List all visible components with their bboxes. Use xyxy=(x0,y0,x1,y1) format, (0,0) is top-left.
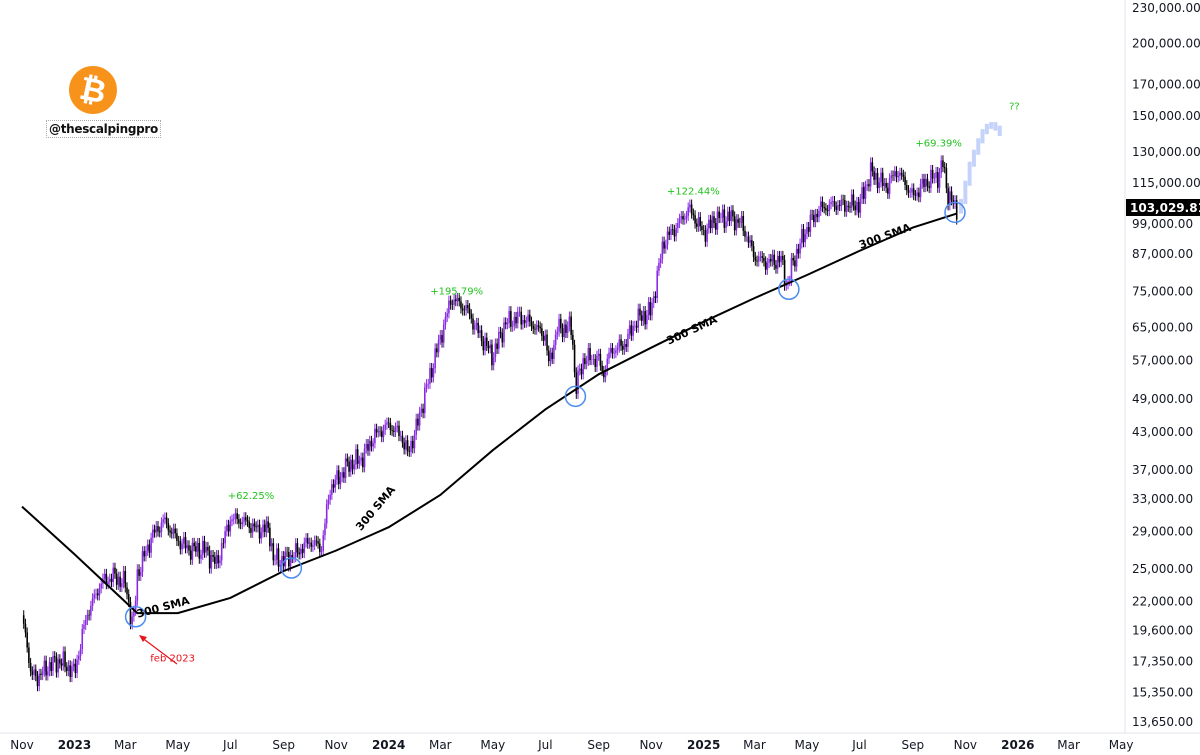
bitcoin-logo-icon: ₿ xyxy=(64,61,122,119)
x-tick-label: Jul xyxy=(851,738,866,752)
y-tick-label: 230,000.00 xyxy=(1132,1,1200,15)
projection-bar xyxy=(971,149,976,167)
y-tick-label: 170,000.00 xyxy=(1132,77,1200,91)
sma-touch-circle xyxy=(564,385,587,408)
last-price-badge: 103,029.81 xyxy=(1126,199,1200,216)
x-tick-label: Nov xyxy=(954,738,977,752)
y-tick-label: 75,000.00 xyxy=(1132,284,1193,298)
x-tick-label: Sep xyxy=(272,738,295,752)
y-tick-label: 33,000.00 xyxy=(1132,492,1193,506)
x-tick-label: 2026 xyxy=(1001,738,1034,752)
sma-label: 300 SMA xyxy=(135,594,191,621)
y-tick-label: 65,000.00 xyxy=(1132,320,1193,334)
y-tick-label: 49,000.00 xyxy=(1132,392,1193,406)
annotation-label: +62.25% xyxy=(228,491,275,502)
watermark-handle: @thescalpingpro xyxy=(46,120,161,138)
projection-bar xyxy=(976,138,981,155)
projection-bar xyxy=(993,122,998,131)
arrow-head-icon xyxy=(139,635,147,642)
y-tick-label: 13,650.00 xyxy=(1132,715,1193,729)
sma-touch-circle xyxy=(778,278,800,301)
y-tick-label: 87,000.00 xyxy=(1132,247,1193,261)
annotation-label: feb 2023 xyxy=(150,653,195,664)
projection-bar xyxy=(963,180,968,204)
projection-bar xyxy=(967,161,972,186)
time-axis[interactable]: Nov 2023 Mar May Jul Sep Nov 2024 Mar May Jul Sep No… xyxy=(10,738,1133,752)
y-tick-label: 115,000.00 xyxy=(1132,176,1200,190)
y-tick-label: 37,000.00 xyxy=(1132,463,1193,477)
projection-bar xyxy=(997,125,1002,137)
x-tick-label: Mar xyxy=(114,738,137,752)
annotation-label: +195.79% xyxy=(430,287,483,298)
annotation-label: +122.44% xyxy=(667,186,720,197)
arrow-line xyxy=(140,636,178,665)
x-tick-label: Mar xyxy=(743,738,766,752)
watermark: ₿ @thescalpingpro xyxy=(46,61,196,138)
y-tick-label: 150,000.00 xyxy=(1132,109,1200,123)
last-price-label: 103,029.81 xyxy=(1130,201,1200,215)
x-tick-label: Nov xyxy=(10,738,33,752)
projection-bar xyxy=(959,198,964,214)
projection-bar xyxy=(989,122,994,129)
sma-label: 300 SMA xyxy=(857,221,913,252)
sma-touch-circle xyxy=(280,557,303,579)
y-tick-label: 200,000.00 xyxy=(1132,36,1200,50)
sma-300-line xyxy=(21,212,958,615)
x-tick-label: Jul xyxy=(222,738,237,752)
sma-label: 300 SMA xyxy=(665,313,720,348)
x-tick-label: May xyxy=(795,738,820,752)
y-tick-label: 99,000.00 xyxy=(1132,217,1193,231)
x-tick-label: Nov xyxy=(639,738,662,752)
y-tick-label: 15,350.00 xyxy=(1132,685,1193,699)
annotation-label: +69.39% xyxy=(915,138,962,149)
sma-touch-circle xyxy=(124,605,147,628)
y-tick-label: 29,000.00 xyxy=(1132,524,1193,538)
x-tick-label: May xyxy=(1109,738,1134,752)
x-tick-label: Sep xyxy=(587,738,610,752)
annotation-label: ?? xyxy=(1009,101,1020,112)
projection-bar xyxy=(984,123,989,135)
x-tick-label: 2025 xyxy=(687,738,720,752)
x-tick-label: 2024 xyxy=(372,738,405,752)
x-tick-label: May xyxy=(165,738,190,752)
y-tick-label: 25,000.00 xyxy=(1132,562,1193,576)
sma-touch-circle xyxy=(944,201,966,224)
x-tick-label: Jul xyxy=(537,738,552,752)
projection-bar xyxy=(980,129,985,144)
x-tick-label: Nov xyxy=(324,738,347,752)
x-tick-label: Mar xyxy=(1057,738,1080,752)
y-tick-label: 19,600.00 xyxy=(1132,624,1193,638)
y-tick-label: 43,000.00 xyxy=(1132,425,1193,439)
y-tick-label: 57,000.00 xyxy=(1132,354,1193,368)
y-tick-label: 17,350.00 xyxy=(1132,654,1193,668)
x-tick-label: May xyxy=(480,738,505,752)
y-tick-label: 22,000.00 xyxy=(1132,594,1193,608)
y-tick-label: 130,000.00 xyxy=(1132,145,1200,159)
x-tick-label: Mar xyxy=(429,738,452,752)
x-tick-label: 2023 xyxy=(58,738,91,752)
price-axis[interactable]: 230,000.00 200,000.00 170,000.00 150,000.00… xyxy=(1132,1,1200,729)
x-tick-label: Sep xyxy=(902,738,925,752)
